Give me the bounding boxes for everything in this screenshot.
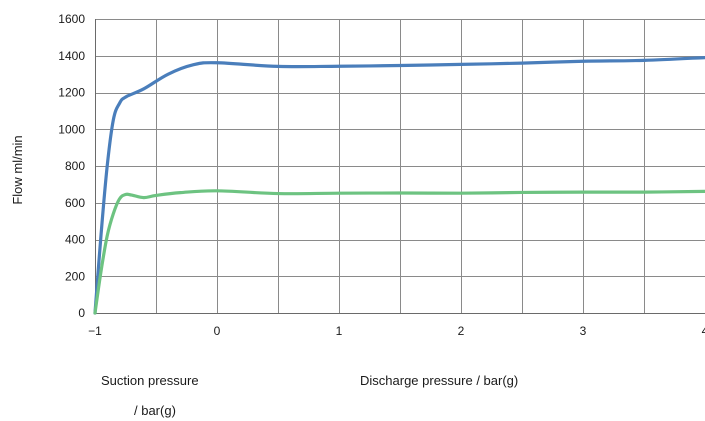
grid (95, 19, 705, 313)
y-tick-label: 1000 (58, 122, 85, 136)
y-tick-label: 600 (65, 196, 85, 210)
x-tick-label: 1 (336, 324, 343, 338)
y-tick-label: 1600 (58, 12, 85, 26)
series-lines (93, 55, 705, 315)
y-tick-label: 0 (78, 306, 85, 320)
suction-axis-title-line-1: Suction pressure (101, 373, 199, 388)
x-tick-label: 4 (702, 324, 705, 338)
y-tick-label: 1200 (58, 86, 85, 100)
y-axis-title: Flow ml/min (10, 135, 25, 204)
series-line-green (93, 189, 705, 315)
y-tick-label: 200 (65, 269, 85, 283)
y-tick-label: 1400 (58, 49, 85, 63)
x-tick-label: 0 (214, 324, 221, 338)
x-tick-label: 2 (458, 324, 465, 338)
axis-titles: Flow ml/min Suction pressure / bar(g) Di… (10, 135, 518, 418)
suction-axis-title-line-2: / bar(g) (134, 403, 176, 418)
y-tick-label: 400 (65, 233, 85, 247)
y-tick-label: 800 (65, 159, 85, 173)
axes (95, 19, 705, 314)
series-line-blue (93, 55, 705, 315)
discharge-axis-title: Discharge pressure / bar(g) (360, 373, 518, 388)
x-tick-label: −1 (88, 324, 102, 338)
x-tick-label: 3 (580, 324, 587, 338)
